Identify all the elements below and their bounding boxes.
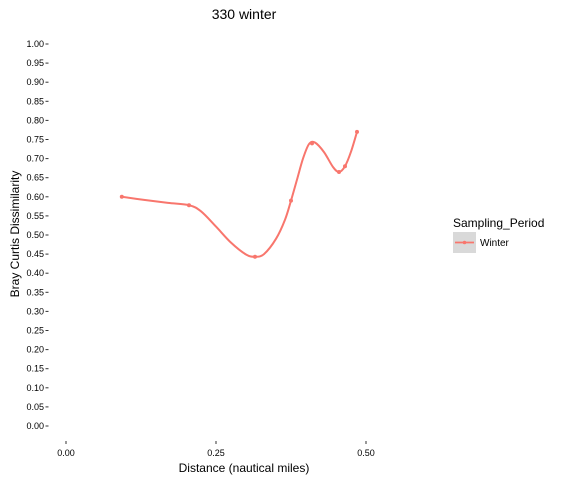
legend-entry-label: Winter bbox=[480, 238, 510, 249]
y-axis-ticks: 0.00 0.05 0.10 0.15 0.20 0.25 0.30 0.35 0.40 0.45… bbox=[26, 39, 49, 431]
series-layer bbox=[119, 129, 359, 259]
y-tick-label: 0.00 bbox=[26, 421, 44, 431]
data-point bbox=[119, 194, 124, 199]
x-axis-ticks: 0.00 0.25 0.50 bbox=[57, 441, 375, 458]
x-tick-label: 0.00 bbox=[57, 448, 75, 458]
y-tick-label: 0.60 bbox=[26, 192, 44, 202]
chart-title: 330 winter bbox=[212, 6, 277, 22]
y-axis-title: Bray Curtis Dissimilarity bbox=[8, 171, 22, 298]
y-tick-label: 0.95 bbox=[26, 58, 44, 68]
legend-title: Sampling_Period bbox=[453, 216, 544, 230]
data-point bbox=[187, 203, 191, 208]
data-point bbox=[310, 141, 314, 146]
y-tick-label: 0.75 bbox=[26, 135, 44, 145]
y-tick-label: 0.35 bbox=[26, 287, 44, 297]
y-tick-label: 1.00 bbox=[26, 39, 44, 49]
x-axis-title: Distance (nautical miles) bbox=[179, 461, 310, 475]
data-point bbox=[253, 254, 257, 259]
y-tick-label: 0.40 bbox=[26, 268, 44, 278]
series-line-winter bbox=[120, 130, 358, 258]
y-tick-label: 0.80 bbox=[26, 115, 44, 125]
y-tick-label: 0.85 bbox=[26, 96, 44, 106]
y-tick-label: 0.20 bbox=[26, 345, 44, 355]
data-point bbox=[337, 169, 341, 174]
legend: Sampling_Period Winter bbox=[453, 216, 544, 253]
y-tick-label: 0.10 bbox=[26, 383, 44, 393]
data-point bbox=[289, 198, 293, 203]
y-tick-label: 0.45 bbox=[26, 249, 44, 259]
x-tick-label: 0.50 bbox=[357, 448, 375, 458]
y-tick-label: 0.25 bbox=[26, 326, 44, 336]
y-tick-label: 0.55 bbox=[26, 211, 44, 221]
y-tick-label: 0.65 bbox=[26, 173, 44, 183]
data-point bbox=[343, 164, 347, 169]
y-tick-label: 0.05 bbox=[26, 402, 44, 412]
x-tick-label: 0.25 bbox=[207, 448, 225, 458]
y-tick-label: 0.30 bbox=[26, 306, 44, 316]
y-tick-label: 0.50 bbox=[26, 230, 44, 240]
y-tick-label: 0.90 bbox=[26, 77, 44, 87]
y-tick-label: 0.70 bbox=[26, 154, 44, 164]
legend-key-point bbox=[462, 240, 467, 245]
data-point bbox=[355, 129, 359, 134]
y-tick-label: 0.15 bbox=[26, 364, 44, 374]
